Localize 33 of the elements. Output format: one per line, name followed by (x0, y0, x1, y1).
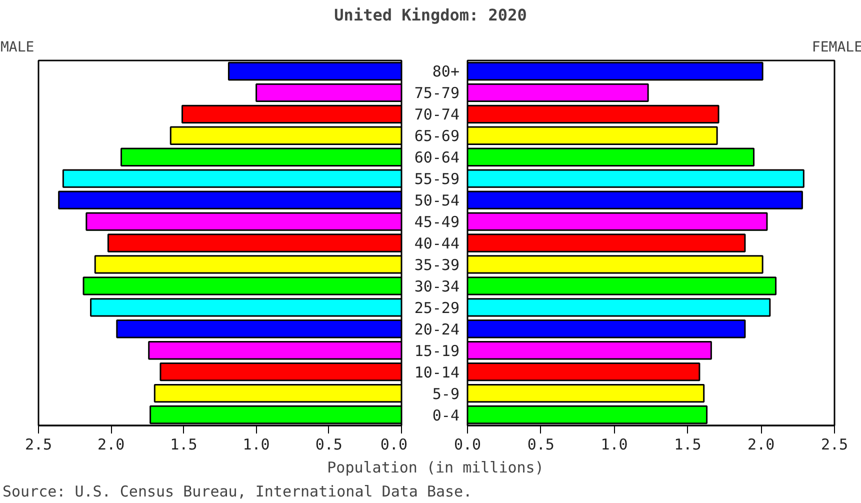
y-tick-label: 50-54 (414, 192, 460, 210)
x-tick-label: 2.0 (748, 436, 775, 454)
y-tick-label: 10-14 (414, 363, 460, 382)
x-tick-label: 0.5 (315, 436, 342, 454)
y-tick-label: 45-49 (414, 213, 460, 232)
x-tick-label: 0.0 (454, 436, 482, 454)
x-tick-label: 1.5 (170, 436, 198, 454)
x-tick-label: 0.5 (527, 436, 554, 454)
y-tick-label: 65-69 (414, 127, 460, 146)
x-tick-label: 2.5 (820, 436, 848, 454)
x-tick-label: 1.5 (674, 436, 702, 454)
y-tick-label: 5-9 (432, 384, 460, 403)
y-tick-label: 15-19 (414, 342, 460, 360)
y-tick-label: 60-64 (414, 148, 460, 167)
x-tick-label: 1.0 (242, 436, 270, 454)
chart-title: United Kingdom: 2020 (334, 6, 527, 24)
x-tick-label: 1.0 (600, 436, 628, 454)
x-tick-label: 0.0 (380, 436, 408, 454)
chart-subtitle: MALE (0, 40, 34, 56)
y-tick-label: 55-59 (414, 170, 460, 188)
y-tick-label: 80+ (432, 62, 460, 81)
y-tick-label: 0-4 (432, 406, 460, 424)
y-tick-label: 20-24 (414, 320, 460, 338)
source-note: Source: U.S. Census Bureau, International Data Base. (2, 482, 472, 500)
y-tick-label: 40-44 (414, 234, 460, 252)
y-tick-label: 30-34 (414, 277, 460, 296)
y-tick-label: 75-79 (414, 84, 460, 102)
y-tick-label: 70-74 (414, 106, 460, 124)
x-tick-label: 2.0 (98, 436, 125, 454)
x-tick-label: 2.5 (24, 436, 52, 454)
y-tick-label: 25-29 (414, 298, 460, 317)
y-tick-label: 35-39 (414, 256, 460, 274)
x-axis-title: Population (in millions) (327, 458, 544, 476)
